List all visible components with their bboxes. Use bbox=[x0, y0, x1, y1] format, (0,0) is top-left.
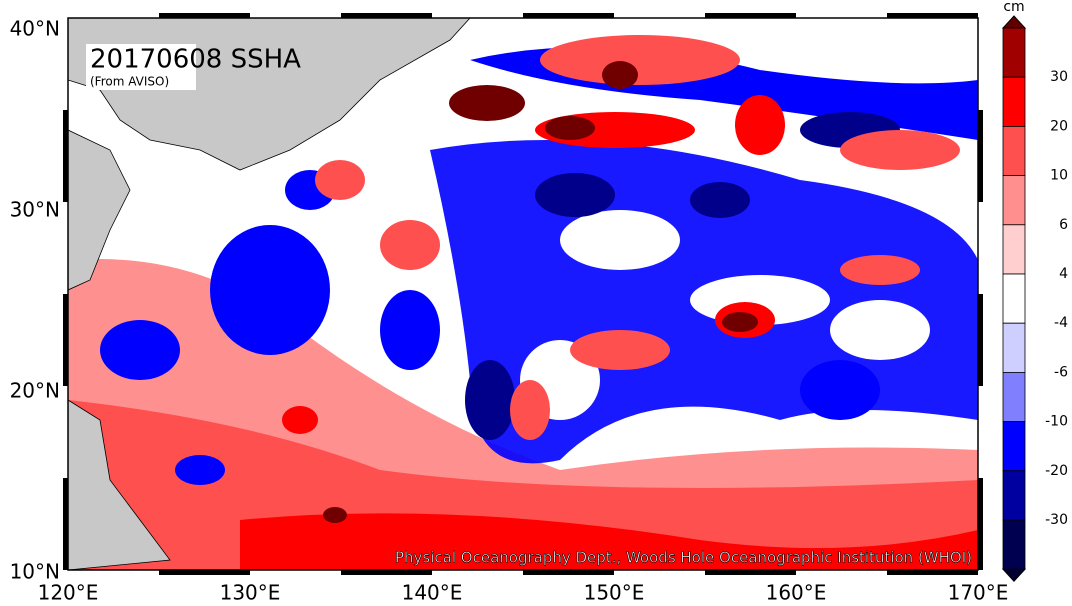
colorbar-bin bbox=[1002, 126, 1026, 177]
lon-label: 150°E bbox=[584, 581, 645, 605]
colorbar-label: -10 bbox=[1045, 414, 1068, 430]
map-title: 20170608 SSHA bbox=[90, 45, 301, 75]
lon-label: 140°E bbox=[402, 581, 463, 605]
lat-label: 20°N bbox=[10, 379, 60, 403]
title-box bbox=[86, 44, 196, 90]
colorbar-label: 4 bbox=[1059, 266, 1068, 282]
colorbar-bin bbox=[1002, 371, 1026, 422]
colorbar-label: -30 bbox=[1045, 512, 1068, 528]
lon-label: 130°E bbox=[220, 581, 281, 605]
lon-label: 160°E bbox=[766, 581, 827, 605]
colorbar-min bbox=[1001, 568, 1027, 582]
lat-label: 30°N bbox=[10, 198, 60, 222]
colorbar-label: 30 bbox=[1050, 69, 1068, 85]
colorbar-bin bbox=[1002, 322, 1026, 373]
lon-label: 120°E bbox=[38, 581, 99, 605]
colorbar-bin bbox=[1002, 273, 1026, 324]
colorbar-label: 6 bbox=[1059, 217, 1068, 233]
colorbar-label: -4 bbox=[1054, 315, 1068, 331]
map-frame bbox=[63, 13, 983, 575]
colorbar-label: -20 bbox=[1045, 463, 1068, 479]
colorbar-bin bbox=[1002, 421, 1026, 472]
colorbar-bin bbox=[1002, 175, 1026, 226]
credit: Physical Oceanography Dept., Woods Hole … bbox=[395, 549, 972, 567]
colorbar-bin bbox=[1002, 470, 1026, 521]
ssha-field bbox=[68, 18, 978, 570]
colorbar-unit: cm bbox=[1003, 0, 1024, 15]
lat-label: 40°N bbox=[10, 17, 60, 41]
colorbar-max bbox=[1001, 15, 1027, 29]
colorbar-bin bbox=[1002, 76, 1026, 127]
colorbar-bin bbox=[1002, 519, 1026, 570]
colorbar-bin bbox=[1002, 27, 1026, 78]
colorbar-label: 10 bbox=[1050, 168, 1068, 184]
source-note: (From AVISO) bbox=[90, 75, 169, 89]
lon-label: 170°E bbox=[948, 581, 1009, 605]
colorbar-label: 20 bbox=[1050, 118, 1068, 134]
colorbar-label: -6 bbox=[1054, 364, 1068, 380]
lat-label: 10°N bbox=[10, 560, 60, 584]
colorbar-bin bbox=[1002, 224, 1026, 275]
